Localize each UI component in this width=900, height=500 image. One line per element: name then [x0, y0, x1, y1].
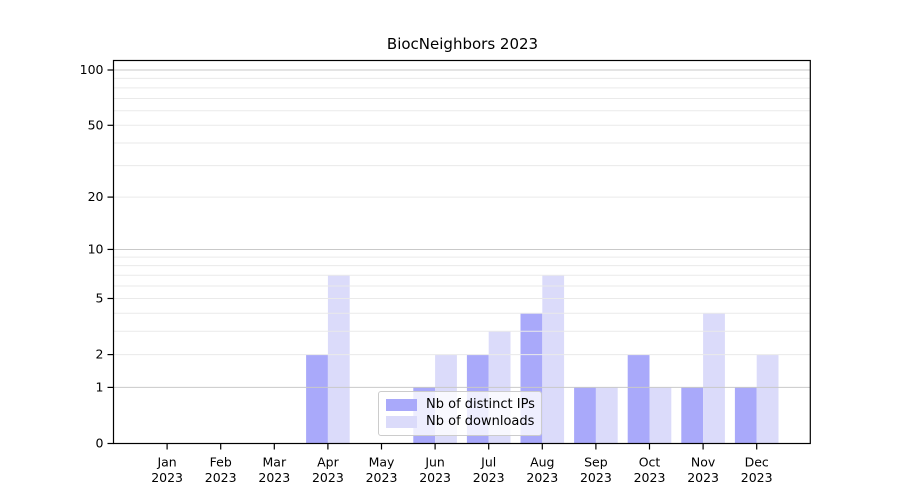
chart-title: BiocNeighbors 2023 [386, 35, 539, 53]
x-axis-tick-label-month: Sep [584, 455, 608, 470]
x-axis-tick-label-year: 2023 [366, 470, 398, 485]
x-axis-tick-label-month: Nov [691, 455, 716, 470]
legend-label-downloads: Nb of downloads [426, 414, 535, 429]
x-axis-tick-label-year: 2023 [258, 470, 290, 485]
bar-distinct-ips [627, 354, 650, 444]
x-axis-tick-label-year: 2023 [473, 470, 505, 485]
y-axis-tick-label: 20 [88, 189, 104, 204]
x-axis-tick-label-year: 2023 [741, 470, 773, 485]
x-axis-tick-label-month: Oct [639, 455, 661, 470]
x-axis-tick-label-month: Aug [530, 455, 554, 470]
legend-item-distinct-ips: Nb of distinct IPs [386, 396, 535, 413]
bar-downloads [542, 275, 565, 444]
y-axis-tick-label: 50 [88, 117, 104, 132]
x-axis-tick-label-year: 2023 [419, 470, 451, 485]
x-axis-tick-label-year: 2023 [205, 470, 237, 485]
bar-distinct-ips [306, 354, 328, 444]
bar-distinct-ips [734, 387, 757, 444]
bar-downloads [703, 313, 725, 444]
bar-downloads [756, 354, 779, 444]
legend-swatch-distinct-ips [386, 398, 417, 411]
x-axis-tick-label-year: 2023 [312, 470, 344, 485]
bar-distinct-ips [574, 387, 596, 444]
y-axis-tick-label: 5 [96, 291, 104, 306]
y-axis-tick-label: 10 [88, 242, 104, 257]
legend-label-distinct-ips: Nb of distinct IPs [426, 397, 535, 412]
legend-item-downloads: Nb of downloads [386, 413, 535, 430]
x-axis-tick-label-month: Jun [424, 455, 445, 470]
x-axis-tick-label-month: Jan [156, 455, 176, 470]
x-axis-tick-label-month: May [369, 455, 395, 470]
x-axis-tick-label-month: Feb [210, 455, 232, 470]
x-axis-tick-label-month: Apr [317, 455, 339, 470]
bar-downloads [649, 387, 672, 444]
y-axis-tick-label: 2 [96, 347, 104, 362]
x-axis-tick-label-year: 2023 [580, 470, 612, 485]
x-axis-tick-label-month: Dec [745, 455, 769, 470]
x-axis-tick-label-year: 2023 [526, 470, 558, 485]
x-axis-tick-label-year: 2023 [151, 470, 183, 485]
x-axis-tick-label-year: 2023 [634, 470, 666, 485]
y-axis-tick-label: 0 [96, 436, 104, 451]
y-axis-tick-label: 100 [80, 62, 104, 77]
y-axis-tick-label: 1 [96, 380, 104, 395]
x-axis-tick-label-month: Mar [263, 455, 287, 470]
legend: Nb of distinct IPs Nb of downloads [378, 391, 542, 436]
bar-downloads [327, 275, 350, 444]
x-axis-tick-label-year: 2023 [687, 470, 719, 485]
x-axis-tick-label-month: Jul [480, 455, 496, 470]
legend-swatch-downloads [386, 415, 417, 428]
bar-downloads [595, 387, 618, 444]
bar-distinct-ips [681, 387, 704, 444]
plot-border [112, 59, 811, 445]
